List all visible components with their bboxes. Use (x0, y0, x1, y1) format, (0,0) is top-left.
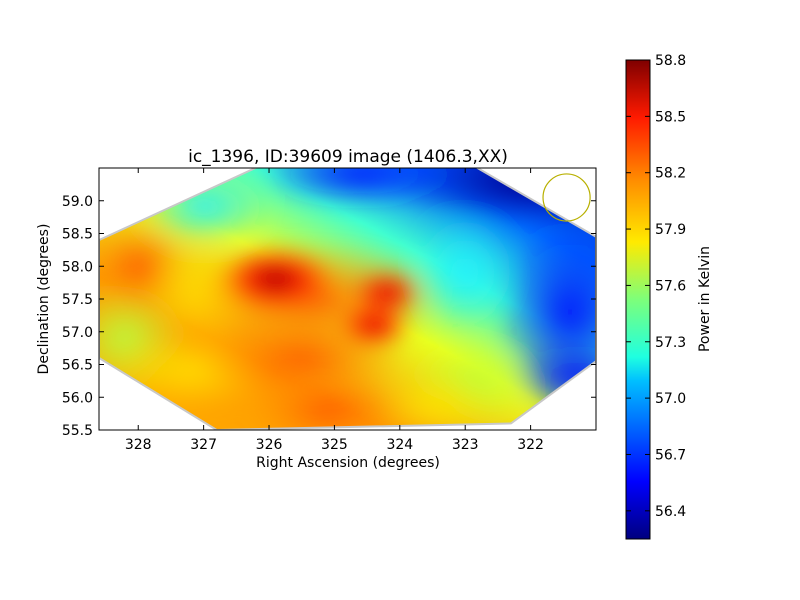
x-tick-label: 327 (190, 437, 217, 453)
colorbar-tick-label: 58.5 (655, 109, 686, 125)
heatmap-hotspot (337, 301, 410, 350)
colorbar: 56.4 56.7 57.0 57.3 57.6 57.9 58.2 58.5 58.8 Pow… (625, 53, 713, 540)
y-axis-label: Declination (degrees) (36, 224, 52, 375)
heatmap (99, 168, 596, 430)
y-axis: 55.5 56.0 56.5 57.0 57.5 58.0 58.5 59.0 (62, 194, 596, 439)
colorbar-tick-label: 58.2 (655, 166, 686, 182)
y-tick-label: 57.0 (62, 325, 93, 341)
chart-title: ic_1396, ID:39609 image (1406.3,XX) (188, 147, 508, 167)
y-tick-label: 56.0 (62, 390, 93, 406)
colorbar-label: Power in Kelvin (697, 246, 713, 352)
colorbar-gradient (625, 59, 651, 540)
y-tick-label: 56.5 (62, 358, 93, 374)
beam-marker (542, 173, 591, 222)
y-tick-label: 58.0 (62, 259, 93, 275)
heatmap-region (380, 371, 498, 430)
heatmap-hotspot (213, 245, 338, 314)
y-tick-label: 55.5 (62, 423, 93, 439)
colorbar-tick-label: 58.8 (655, 53, 686, 69)
x-tick-label: 323 (452, 437, 479, 453)
x-axis-label: Right Ascension (degrees) (256, 455, 440, 471)
x-tick-label: 325 (321, 437, 348, 453)
y-tick-label: 59.0 (62, 194, 93, 210)
colorbar-tick-label: 56.7 (655, 447, 686, 463)
field-footprint-outline (99, 168, 596, 430)
x-tick-label: 322 (517, 437, 544, 453)
x-tick-label: 328 (125, 437, 152, 453)
colorbar-tick-label: 57.6 (655, 278, 686, 294)
colorbar-tick-label: 57.3 (655, 335, 686, 351)
y-tick-label: 58.5 (62, 227, 93, 243)
heatmap-region (255, 168, 466, 208)
x-axis: 328 327 326 325 324 323 322 (125, 168, 544, 453)
x-tick-label: 326 (256, 437, 283, 453)
x-tick-label: 324 (386, 437, 413, 453)
colorbar-tick-label: 56.4 (655, 504, 686, 520)
colorbar-tick-label: 57.9 (655, 222, 686, 238)
y-tick-label: 57.5 (62, 292, 93, 308)
colorbar-tick-label: 57.0 (655, 391, 686, 407)
